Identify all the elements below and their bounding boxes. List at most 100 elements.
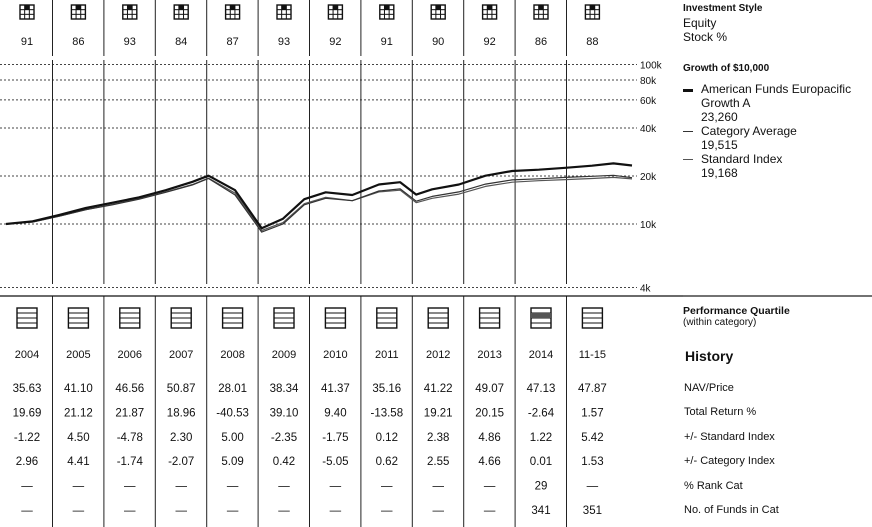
table-cell: -2.35 — [271, 432, 297, 444]
table-cell: 41.10 — [64, 383, 93, 395]
table-cell: — — [432, 481, 444, 493]
history-row-label: NAV/Price — [684, 382, 734, 394]
table-cell: — — [432, 505, 444, 517]
y-tick-label: 4k — [640, 283, 652, 294]
year-label: 2010 — [323, 349, 347, 361]
style-box-icon — [481, 4, 498, 20]
style-box-icon — [173, 4, 189, 20]
quartile-box-icon — [478, 307, 501, 329]
year-label: 2006 — [118, 349, 142, 361]
table-cell: 1.22 — [530, 432, 552, 444]
quartile-box-icon — [170, 307, 192, 329]
legend-value: 19,168 — [701, 166, 738, 180]
quartile-box-icon — [376, 307, 398, 329]
style-box-icon — [533, 4, 549, 20]
quartile-box-icon — [427, 307, 449, 329]
y-tick-label: 60k — [640, 96, 657, 107]
style-box-icon — [122, 4, 138, 20]
table-cell: 5.09 — [221, 456, 243, 468]
y-tick-label: 80k — [640, 76, 657, 87]
quartile-box-icon — [67, 307, 90, 329]
legend-name-cont: Growth A — [701, 96, 751, 110]
table-cell: 5.00 — [221, 432, 243, 444]
table-cell: -1.75 — [322, 432, 348, 444]
table-cell: 21.87 — [115, 407, 144, 419]
table-cell: 2.96 — [16, 456, 38, 468]
quartile-box-icon — [530, 307, 552, 329]
legend-item: Category Average 19,515 — [683, 124, 872, 152]
quartile-box-icon — [581, 307, 604, 329]
year-label: 2007 — [169, 349, 193, 361]
table-cell: 0.62 — [376, 456, 398, 468]
stock-percent-value: 86 — [72, 36, 84, 48]
history-table: 35.63 41.10 46.56 50.87 28.01 38.34 41.37 35.16… — [13, 383, 607, 517]
table-cell: — — [175, 481, 187, 493]
series-line — [5, 176, 633, 232]
table-cell: 0.12 — [376, 432, 398, 444]
stock-percent-value: 84 — [175, 36, 187, 48]
stock-percent-value: 87 — [226, 36, 238, 48]
year-label: 2014 — [529, 349, 553, 361]
table-cell: 46.56 — [115, 383, 144, 395]
table-cell: 0.42 — [273, 456, 295, 468]
history-row-label: No. of Funds in Cat — [684, 503, 779, 516]
style-box-icon — [276, 4, 292, 20]
legend-name: Standard Index — [701, 152, 783, 166]
investment-style-line-stock: Stock % — [683, 30, 728, 44]
style-box-icon — [430, 4, 446, 20]
table-cell: 4.50 — [67, 432, 89, 444]
table-cell: — — [175, 505, 187, 517]
legend-value: 23,260 — [701, 110, 738, 124]
year-label: 2004 — [15, 349, 39, 361]
table-cell: — — [124, 481, 136, 493]
table-cell: 4.86 — [478, 432, 500, 444]
table-cell: 4.66 — [478, 456, 500, 468]
table-cell: -4.78 — [117, 432, 143, 444]
table-cell: 35.16 — [372, 383, 401, 395]
table-cell: 351 — [583, 505, 602, 517]
table-cell: 35.63 — [13, 383, 42, 395]
stock-percent-value: 92 — [329, 36, 341, 48]
stock-percent-value: 90 — [432, 36, 444, 48]
history-row-labels: NAV/Price Total Return % +/- Standard Inde… — [684, 381, 779, 527]
y-tick-label: 20k — [640, 172, 657, 183]
table-cell: 19.21 — [424, 407, 453, 419]
table-cell: 0.01 — [530, 456, 552, 468]
legend-name: Category Average — [701, 124, 797, 138]
legend-item: Standard Index 19,168 — [683, 152, 872, 180]
investment-style-line-equity: Equity — [683, 16, 717, 30]
table-cell: -2.64 — [528, 407, 555, 419]
table-cell: 49.07 — [475, 383, 504, 395]
table-cell: — — [587, 481, 599, 493]
table-cell: 4.41 — [67, 456, 89, 468]
investment-style-boxes — [19, 4, 601, 20]
stock-percent-value: 86 — [535, 36, 547, 48]
table-cell: — — [484, 481, 496, 493]
table-cell: 29 — [535, 481, 548, 493]
style-box-icon — [379, 4, 395, 20]
stock-percent-value: 93 — [124, 36, 136, 48]
history-title: History — [685, 348, 734, 364]
series-line — [5, 174, 633, 233]
table-cell: 47.87 — [578, 383, 607, 395]
table-cell: 20.15 — [475, 407, 504, 419]
table-cell: 41.37 — [321, 383, 350, 395]
table-cell: 5.42 — [581, 432, 603, 444]
quartile-box-icon — [221, 307, 244, 329]
legend-text: American Funds Europacific Growth A 23,260 — [701, 82, 851, 124]
style-box-icon — [327, 4, 344, 20]
year-label: 11-15 — [579, 349, 606, 361]
legend-text: Standard Index 19,168 — [701, 152, 782, 180]
legend-item: American Funds Europacific Growth A 23,260 — [683, 82, 872, 124]
series-line — [5, 162, 633, 230]
year-label: 2009 — [272, 349, 296, 361]
style-box-icon — [19, 4, 35, 20]
legend-swatch — [683, 89, 693, 92]
table-cell: — — [330, 505, 342, 517]
table-cell: — — [330, 481, 342, 493]
table-cell: 19.69 — [13, 407, 42, 419]
table-cell: 21.12 — [64, 407, 93, 419]
table-cell: — — [484, 505, 496, 517]
table-cell: 2.55 — [427, 456, 449, 468]
